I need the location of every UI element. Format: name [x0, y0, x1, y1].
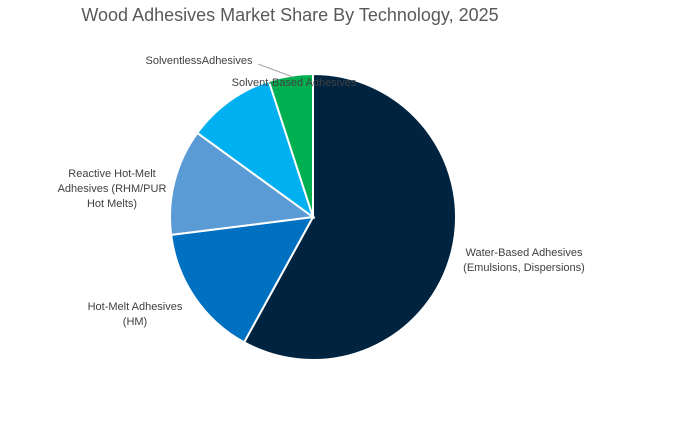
data-label-line: Solvent-Based Adhesives	[232, 77, 357, 89]
chart-title: Wood Adhesives Market Share By Technolog…	[81, 5, 498, 25]
data-label-0: Water-Based Adhesives (Emulsions, Dispers…	[463, 247, 585, 274]
data-label-1: Hot-Melt Adhesives (HM)	[88, 301, 183, 328]
data-label-line: Reactive Hot-Melt	[68, 168, 155, 180]
data-label-3: Solvent-Based Adhesives	[232, 77, 357, 89]
pie-slice-0	[242, 72, 457, 361]
leader-line-solventless	[257, 63, 294, 78]
pie-slice-1	[170, 215, 315, 344]
data-label-4: SolventlessAdhesives	[145, 55, 253, 67]
data-label-line: (Emulsions, Dispersions)	[463, 262, 585, 274]
data-label-line: Hot-Melt Adhesives	[88, 301, 183, 313]
slices-group	[169, 72, 457, 361]
pie-slice-2	[169, 131, 316, 237]
data-label-line: Hot Melts)	[87, 198, 137, 210]
labels-group: Water-Based Adhesives (Emulsions, Dispers…	[58, 55, 585, 328]
data-label-line: Adhesives (RHM/PUR	[58, 183, 167, 195]
data-label-line: (HM)	[123, 316, 147, 328]
data-label-line: SolventlessAdhesives	[145, 55, 253, 67]
data-label-line: Water-Based Adhesives	[466, 247, 583, 259]
pie-slice-3	[195, 79, 315, 220]
data-label-2: Reactive Hot-Melt Adhesives (RHM/PUR Hot M…	[58, 168, 167, 210]
